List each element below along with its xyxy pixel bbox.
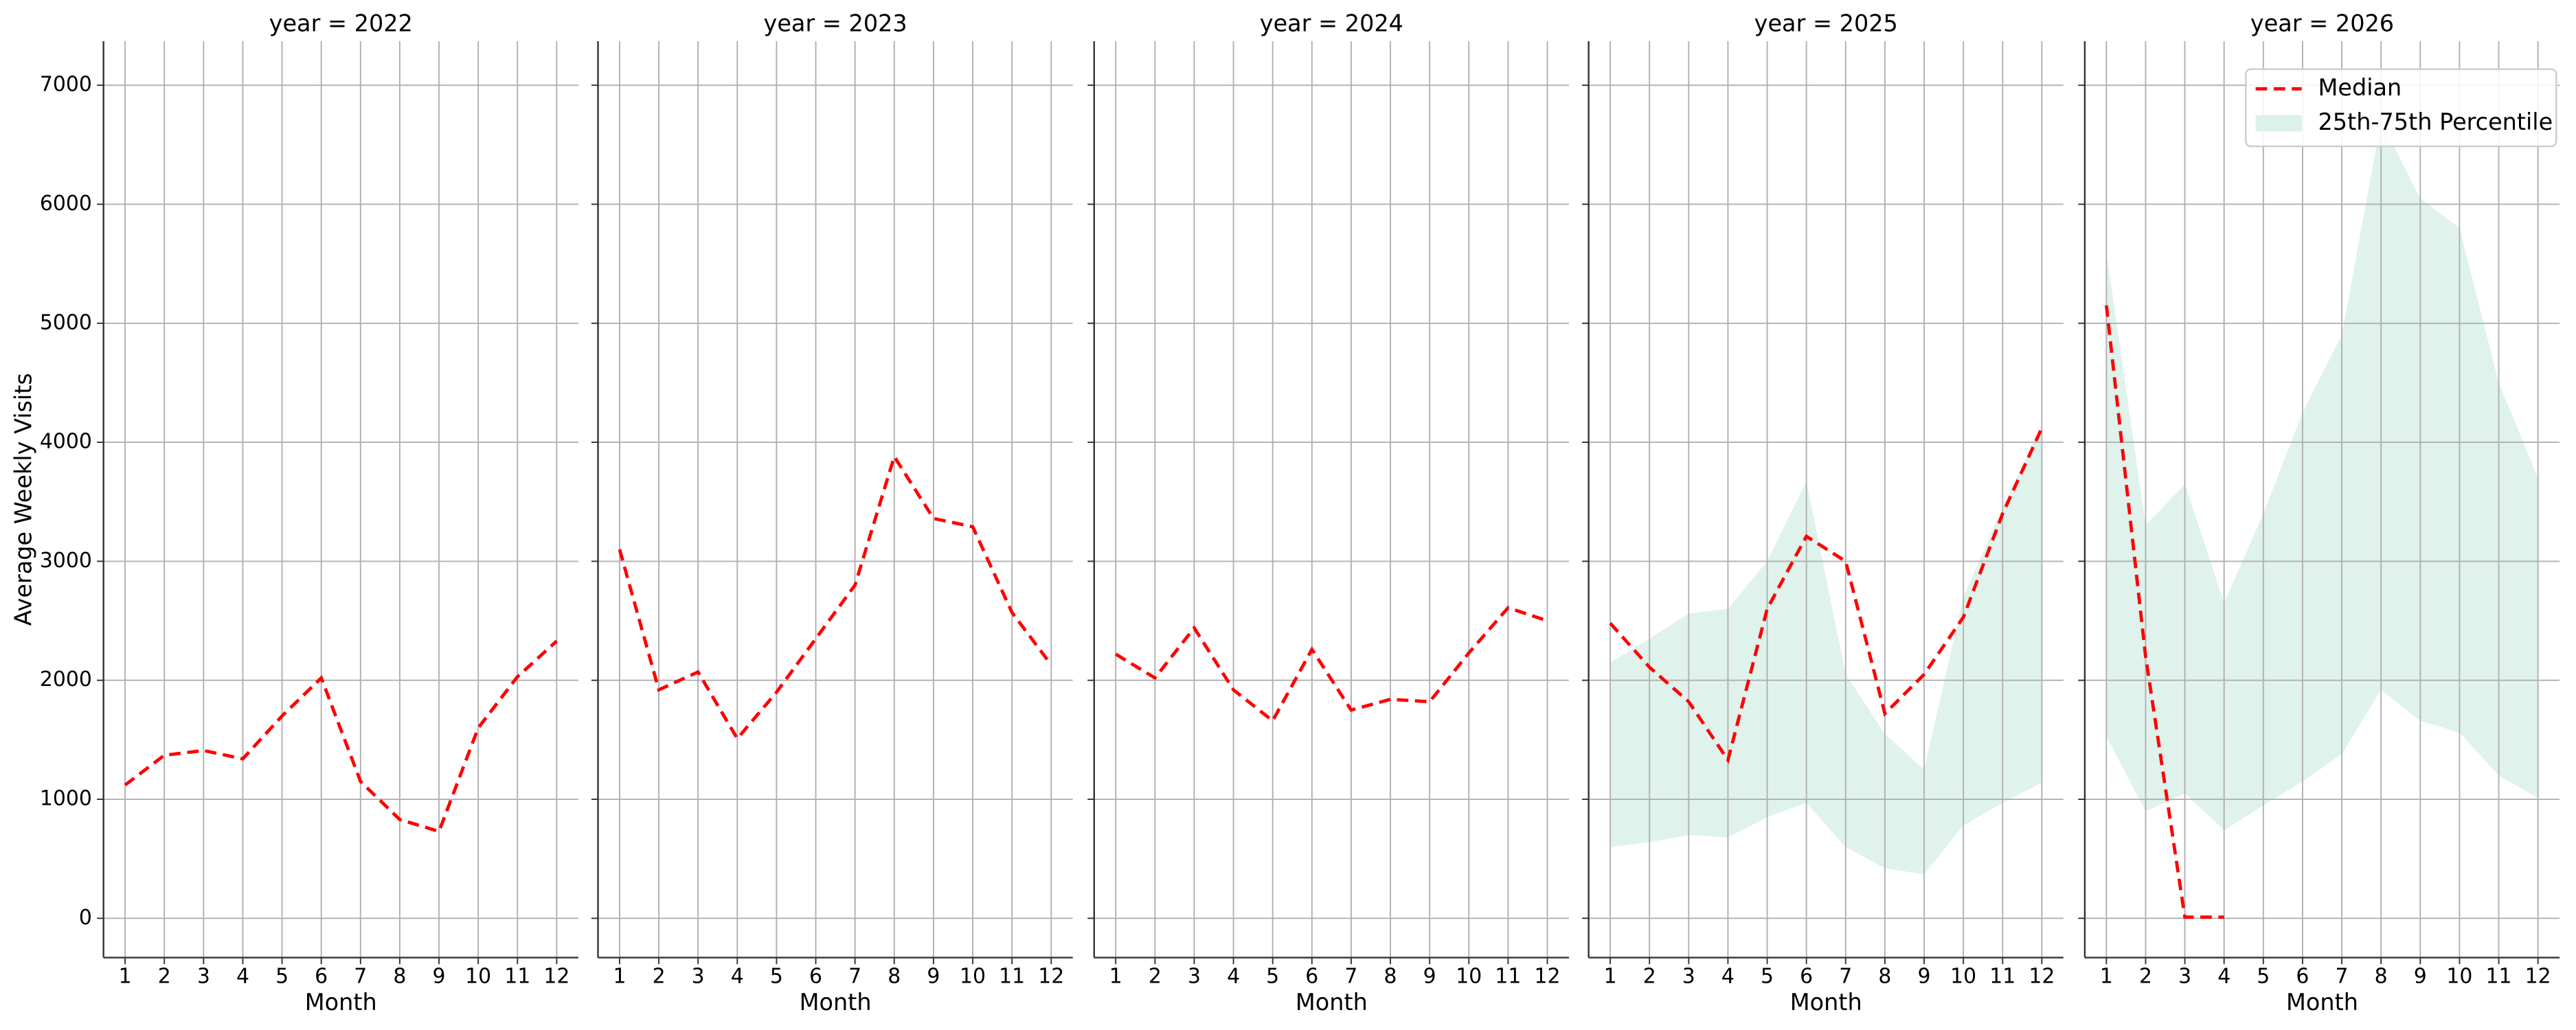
x-tick-label: 4: [2217, 965, 2230, 989]
x-tick-label: 7: [1839, 965, 1852, 989]
x-tick-label: 7: [354, 965, 367, 989]
legend-box: [2245, 68, 2557, 148]
x-tick-label: 5: [275, 965, 289, 989]
x-tick-label: 10: [960, 965, 986, 989]
x-tick-label: 4: [236, 965, 249, 989]
x-tick-label: 10: [1456, 965, 1482, 989]
x-tick-label: 12: [2525, 965, 2551, 989]
x-tick-label: 10: [2446, 965, 2472, 989]
facet-title: year = 2024: [1260, 10, 1403, 37]
x-tick-label: 9: [1918, 965, 1931, 989]
y-tick-label: 4000: [40, 430, 92, 454]
x-tick-label: 1: [2100, 965, 2113, 989]
x-tick-label: 5: [2257, 965, 2270, 989]
x-tick-label: 12: [1535, 965, 1561, 989]
facet-title: year = 2026: [2250, 10, 2394, 37]
x-tick-label: 4: [731, 965, 744, 989]
y-tick-label: 3000: [40, 549, 92, 573]
x-tick-label: 6: [2296, 965, 2309, 989]
x-tick-label: 11: [999, 965, 1025, 989]
x-tick-label: 1: [119, 965, 132, 989]
x-tick-label: 9: [2414, 965, 2427, 989]
x-tick-label: 3: [1188, 965, 1201, 989]
x-tick-label: 8: [393, 965, 406, 989]
x-tick-label: 5: [770, 965, 783, 989]
x-tick-label: 8: [888, 965, 901, 989]
x-tick-label: 1: [1604, 965, 1617, 989]
y-tick-label: 5000: [40, 310, 92, 334]
median-line: [124, 639, 558, 834]
x-tick-label: 11: [504, 965, 530, 989]
x-tick-label: 6: [1800, 965, 1813, 989]
x-tick-label: 12: [543, 965, 569, 989]
x-tick-label: 8: [1384, 965, 1397, 989]
legend-label: 25th-75th Percentile: [2318, 108, 2553, 135]
x-axis-label: Month: [2286, 989, 2358, 1016]
x-tick-label: 9: [927, 965, 940, 989]
x-tick-label: 10: [465, 965, 491, 989]
x-tick-label: 12: [2029, 965, 2055, 989]
x-tick-label: 5: [1761, 965, 1774, 989]
legend: Median 25th-75th Percentile: [2245, 68, 2557, 148]
y-tick-label: 6000: [40, 192, 92, 216]
x-axis-label: Month: [1296, 989, 1368, 1016]
x-tick-label: 7: [1344, 965, 1357, 989]
y-tick-label: 0: [79, 906, 92, 930]
x-tick-label: 7: [848, 965, 861, 989]
facet-title: year = 2022: [269, 10, 413, 37]
x-tick-label: 9: [433, 965, 446, 989]
legend-swatch: [2255, 115, 2302, 132]
median-line: [1609, 427, 2044, 764]
x-tick-label: 7: [2336, 965, 2349, 989]
x-tick-label: 3: [2178, 965, 2191, 989]
y-tick-label: 1000: [40, 787, 92, 811]
x-tick-label: 2: [158, 965, 171, 989]
facet-title: year = 2025: [1754, 10, 1898, 37]
percentile-band: [2106, 121, 2538, 831]
median-line: [1114, 606, 1548, 724]
median-line: [618, 453, 1053, 742]
legend-label: Median: [2318, 74, 2402, 101]
x-tick-label: 10: [1950, 965, 1976, 989]
x-tick-label: 3: [197, 965, 210, 989]
y-axis-label: Average Weekly Visits: [10, 373, 36, 626]
median-line: [2104, 305, 2224, 919]
percentile-band: [1610, 424, 2042, 875]
x-tick-label: 11: [1989, 965, 2015, 989]
x-tick-label: 11: [1495, 965, 1521, 989]
x-tick-label: 6: [315, 965, 328, 989]
x-tick-label: 3: [692, 965, 705, 989]
x-tick-label: 2: [653, 965, 666, 989]
x-tick-label: 3: [1682, 965, 1695, 989]
x-axis-label: Month: [305, 989, 377, 1016]
x-axis-label: Month: [800, 989, 872, 1016]
x-tick-label: 2: [2139, 965, 2152, 989]
x-tick-label: 6: [1305, 965, 1318, 989]
y-tick-label: 7000: [40, 73, 92, 97]
x-axis-label: Month: [1790, 989, 1862, 1016]
x-tick-label: 2: [1643, 965, 1656, 989]
x-tick-label: 1: [613, 965, 626, 989]
x-tick-label: 4: [1227, 965, 1240, 989]
y-tick-label: 2000: [40, 667, 92, 691]
x-tick-label: 2: [1149, 965, 1162, 989]
x-tick-label: 6: [809, 965, 822, 989]
x-tick-label: 4: [1721, 965, 1735, 989]
x-tick-label: 11: [2486, 965, 2512, 989]
x-tick-label: 8: [2375, 965, 2388, 989]
x-tick-label: 9: [1423, 965, 1436, 989]
x-tick-label: 12: [1038, 965, 1064, 989]
facet-title: year = 2023: [764, 10, 907, 37]
x-tick-label: 5: [1266, 965, 1279, 989]
x-tick-label: 1: [1109, 965, 1122, 989]
x-tick-label: 8: [1878, 965, 1891, 989]
